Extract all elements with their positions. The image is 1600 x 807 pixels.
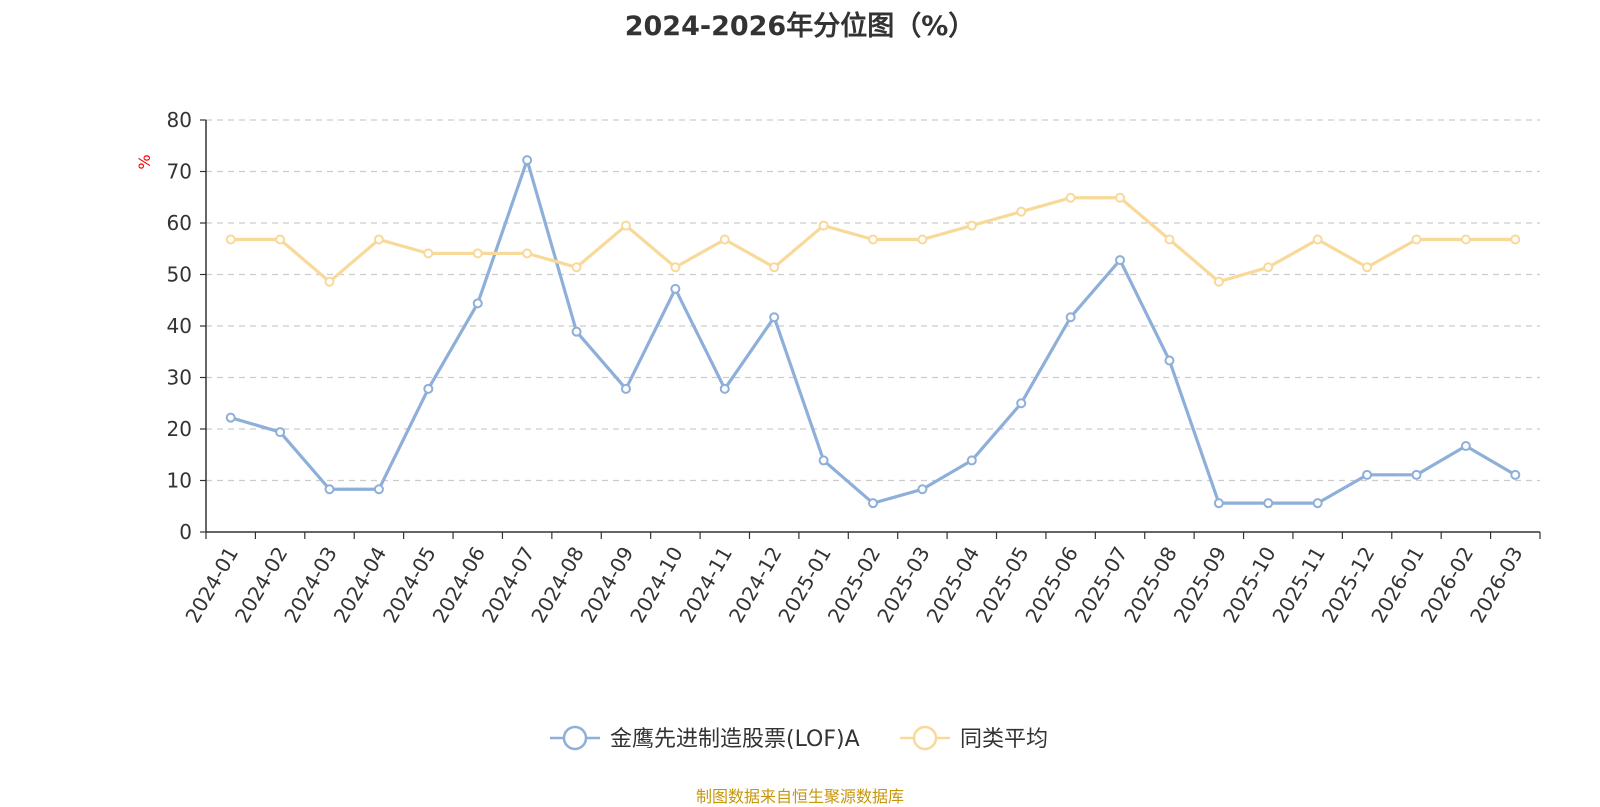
data-point-series-2 <box>1065 192 1076 203</box>
data-point-series-2 <box>423 248 434 259</box>
data-point-series-2 <box>1362 262 1373 273</box>
data-point-series-1 <box>670 283 681 294</box>
data-point-series-1 <box>571 326 582 337</box>
data-point-series-2 <box>1213 276 1224 287</box>
data-point-series-1 <box>620 383 631 394</box>
data-point-series-1 <box>966 455 977 466</box>
data-point-series-1 <box>1460 440 1471 451</box>
data-point-series-2 <box>966 220 977 231</box>
data-point-series-1 <box>1362 469 1373 480</box>
data-point-series-2 <box>1411 234 1422 245</box>
data-point-series-1 <box>1312 498 1323 509</box>
y-tick-label: 10 <box>167 469 192 493</box>
data-point-series-1 <box>373 484 384 495</box>
data-point-series-1 <box>1213 498 1224 509</box>
data-point-series-1 <box>1411 469 1422 480</box>
data-point-series-2 <box>818 220 829 231</box>
y-axis-label: % <box>135 154 154 169</box>
y-tick-label: 0 <box>179 520 192 544</box>
data-point-series-1 <box>324 484 335 495</box>
data-point-series-2 <box>324 276 335 287</box>
legend-marker-1 <box>562 725 588 751</box>
data-point-series-1 <box>1115 255 1126 266</box>
data-point-series-1 <box>769 312 780 323</box>
y-tick-label: 30 <box>167 366 192 390</box>
data-point-series-2 <box>620 220 631 231</box>
data-point-series-2 <box>1115 192 1126 203</box>
data-point-series-2 <box>1460 234 1471 245</box>
data-point-series-1 <box>818 455 829 466</box>
y-tick-label: 20 <box>167 417 192 441</box>
legend-label-2: 同类平均 <box>960 727 1048 752</box>
data-point-series-2 <box>719 234 730 245</box>
series-line-1 <box>230 158 1517 505</box>
data-point-series-1 <box>275 427 286 438</box>
data-point-series-1 <box>472 298 483 309</box>
legend-marker-2 <box>912 725 938 751</box>
data-point-series-1 <box>719 383 730 394</box>
data-source-note: 制图数据来自恒生聚源数据库 <box>695 787 904 806</box>
data-point-series-2 <box>1263 262 1274 273</box>
data-point-series-1 <box>1263 498 1274 509</box>
data-point-series-1 <box>1164 355 1175 366</box>
y-tick-label: 50 <box>167 263 192 287</box>
data-point-series-2 <box>1510 234 1521 245</box>
data-point-series-2 <box>1164 234 1175 245</box>
data-point-series-2 <box>670 262 681 273</box>
legend-label-1: 金鹰先进制造股票(LOF)A <box>610 727 860 752</box>
data-point-series-2 <box>917 234 928 245</box>
y-tick-label: 60 <box>167 211 192 235</box>
data-point-series-2 <box>225 234 236 245</box>
data-point-series-2 <box>522 248 533 259</box>
chart-title: 2024-2026年分位图（%） <box>624 11 976 42</box>
data-point-series-2 <box>275 234 286 245</box>
y-tick-label: 40 <box>167 314 192 338</box>
data-point-series-1 <box>1510 469 1521 480</box>
data-point-series-2 <box>472 248 483 259</box>
y-tick-label: 80 <box>167 108 192 132</box>
data-point-series-2 <box>769 262 780 273</box>
data-point-series-1 <box>225 412 236 423</box>
data-point-series-1 <box>522 155 533 166</box>
data-point-series-1 <box>1016 398 1027 409</box>
data-point-series-2 <box>868 234 878 245</box>
data-point-series-2 <box>1016 206 1027 217</box>
data-point-series-2 <box>1312 234 1323 245</box>
data-point-series-1 <box>423 383 434 394</box>
data-point-series-1 <box>1065 312 1076 323</box>
y-tick-label: 70 <box>167 160 192 184</box>
data-point-series-2 <box>373 234 384 245</box>
data-point-series-2 <box>571 262 582 273</box>
data-point-series-1 <box>917 484 928 495</box>
data-point-series-1 <box>868 498 878 509</box>
